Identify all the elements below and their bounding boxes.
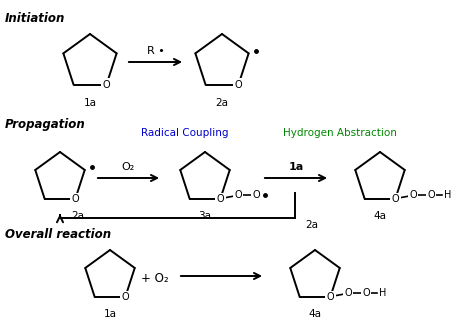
Text: Radical Coupling: Radical Coupling (141, 128, 229, 138)
Text: O: O (235, 190, 242, 200)
Text: 2a: 2a (216, 98, 228, 108)
Text: O: O (428, 190, 435, 200)
Text: 2a: 2a (305, 220, 318, 230)
Text: 1a: 1a (83, 98, 97, 108)
Text: O: O (121, 292, 129, 302)
Text: O₂: O₂ (122, 162, 135, 172)
Text: O: O (327, 292, 334, 302)
Text: H: H (444, 190, 452, 200)
Text: Propagation: Propagation (5, 118, 86, 131)
Text: Overall reaction: Overall reaction (5, 228, 111, 241)
Text: O: O (363, 288, 370, 298)
Text: Hydrogen Abstraction: Hydrogen Abstraction (283, 128, 397, 138)
Text: O: O (235, 80, 242, 90)
Text: O: O (392, 194, 399, 204)
Text: 4a: 4a (309, 309, 321, 319)
Text: R •: R • (146, 46, 164, 56)
Text: O: O (217, 194, 224, 204)
Text: O: O (345, 288, 352, 298)
Text: 1a: 1a (288, 162, 304, 172)
Text: 4a: 4a (374, 211, 386, 221)
Text: 1a: 1a (103, 309, 117, 319)
Text: O: O (103, 80, 110, 90)
Text: H: H (379, 288, 387, 298)
Text: + O₂: + O₂ (141, 271, 169, 284)
Text: O: O (72, 194, 79, 204)
Text: O: O (253, 190, 260, 200)
Text: O: O (410, 190, 417, 200)
Text: 2a: 2a (72, 211, 84, 221)
Text: Initiation: Initiation (5, 12, 65, 25)
Text: 3a: 3a (199, 211, 211, 221)
